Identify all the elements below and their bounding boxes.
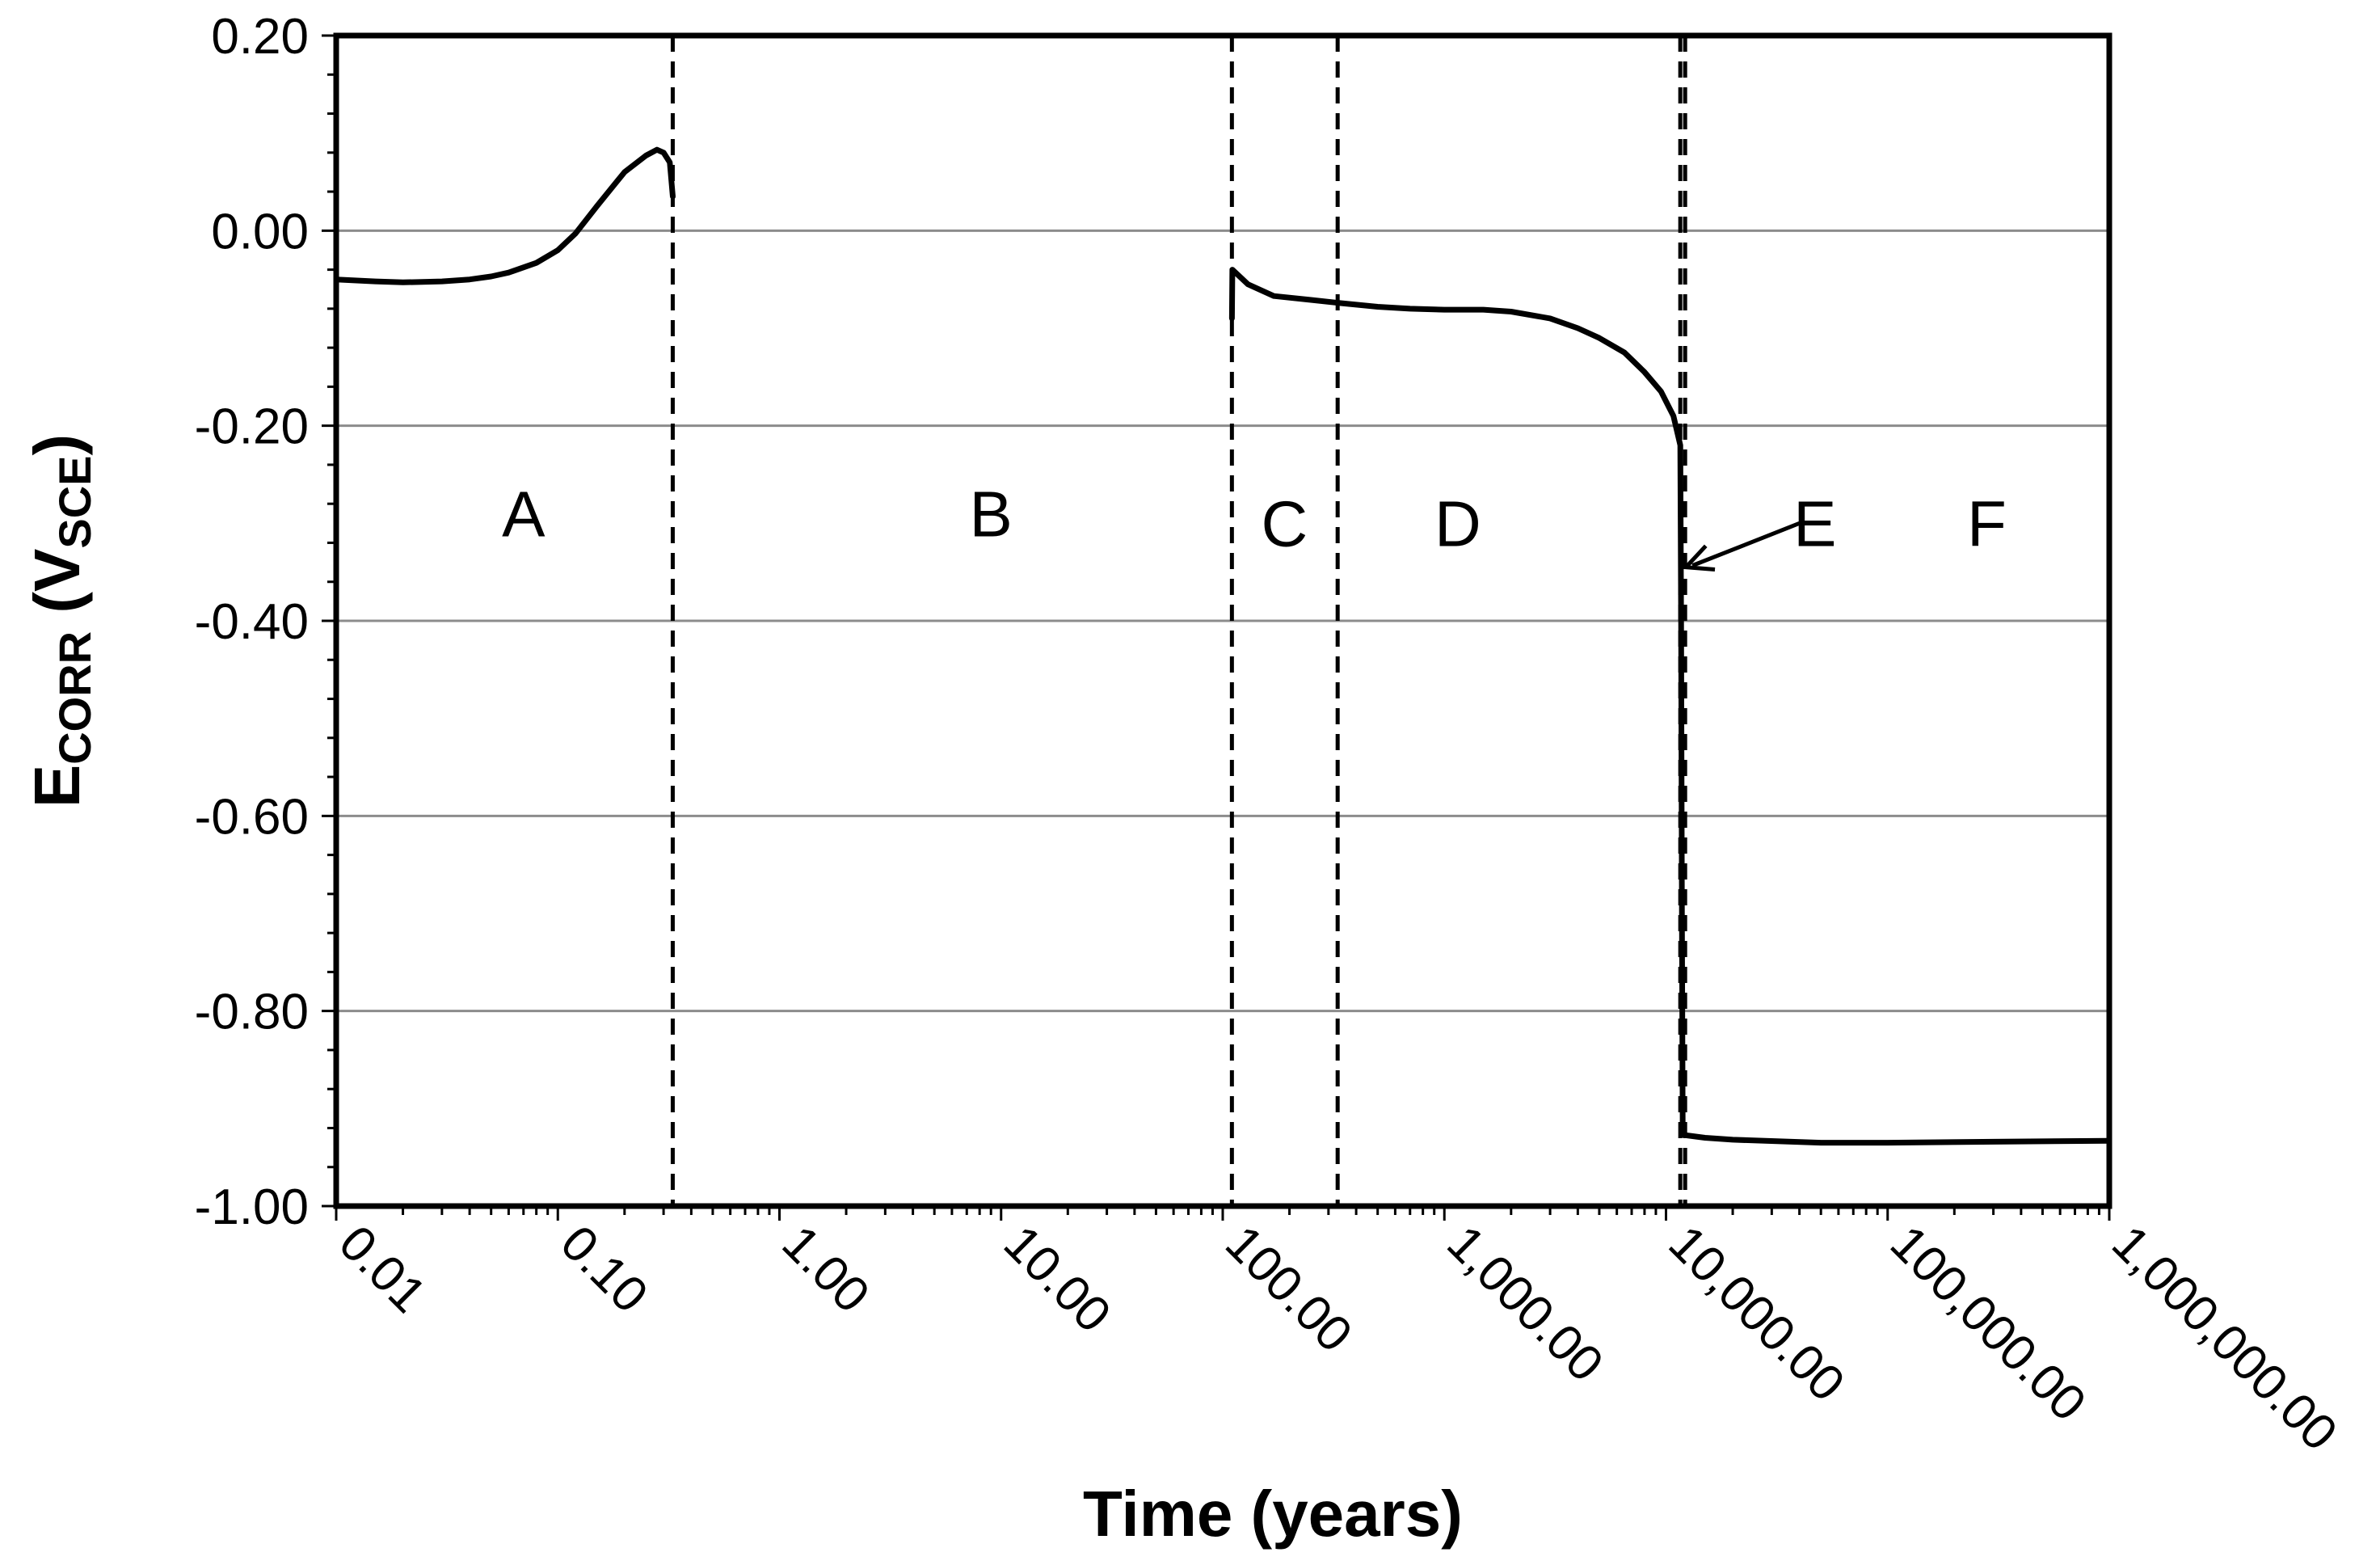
y-tick-label: -1.00 <box>195 1179 309 1235</box>
arrow-shaft <box>1691 521 1801 567</box>
x-tick-label: 100.00 <box>1215 1215 1363 1363</box>
y-tick-label: -0.20 <box>195 399 309 455</box>
x-tick-label: 10.00 <box>993 1215 1122 1344</box>
region-label: C <box>1262 487 1308 559</box>
annotation-arrow <box>1681 521 1801 572</box>
gridlines <box>336 34 2109 1208</box>
region-label: F <box>1967 487 2007 559</box>
y-axis-title-sub2: SCE <box>49 456 100 549</box>
x-tick-label: 0.10 <box>550 1215 658 1323</box>
y-axis-title: ECORR (VSCE) <box>21 434 100 808</box>
x-axis-title: Time (years) <box>1083 1478 1463 1550</box>
arrow-head <box>1681 544 1716 572</box>
x-tick-label: 1,000.00 <box>1436 1215 1613 1392</box>
series-line <box>1228 267 2113 1146</box>
y-tick-label: -0.80 <box>195 985 309 1040</box>
y-axis-title-mid: (V <box>21 549 93 631</box>
region-labels: A B C D E F <box>502 478 2007 559</box>
series-lines <box>333 146 2113 1146</box>
region-label: E <box>1793 487 1836 559</box>
y-tick-label: -0.40 <box>195 594 309 650</box>
y-tick-label: -0.60 <box>195 789 309 845</box>
axis-ticks <box>322 34 2111 1221</box>
x-tick-label: 1,000,000.00 <box>2101 1215 2348 1462</box>
x-tick-label: 1.00 <box>772 1215 880 1323</box>
x-tick-label: 0.01 <box>328 1215 436 1323</box>
region-label: B <box>970 478 1013 550</box>
y-axis-title-end: ) <box>21 434 93 456</box>
region-label: A <box>502 478 546 550</box>
y-axis-title-sub1: CORR <box>49 631 100 765</box>
tick-labels: 0.20 0.00 -0.20 -0.40 -0.60 -0.80 -1.00 0.01 0.1… <box>195 9 2348 1462</box>
series-line <box>333 146 676 285</box>
y-tick-label: 0.00 <box>211 204 309 259</box>
y-tick-label: 0.20 <box>211 9 309 65</box>
y-axis-title-main: E <box>21 765 93 808</box>
x-tick-label: 10,000.00 <box>1658 1215 1856 1412</box>
x-tick-label: 100,000.00 <box>1880 1215 2096 1432</box>
region-label: D <box>1434 487 1481 559</box>
